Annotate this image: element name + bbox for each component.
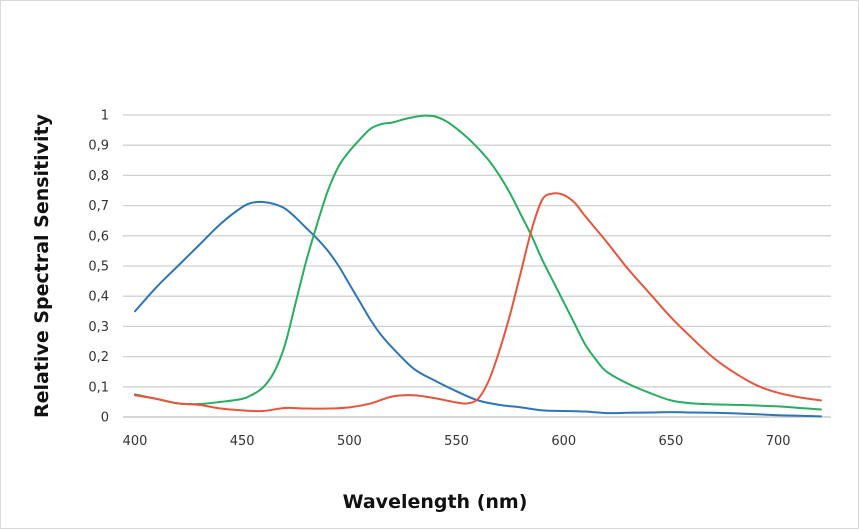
y-tick-label: 0,7 <box>88 199 109 214</box>
y-tick-label: 0,2 <box>88 350 109 365</box>
series-layer <box>134 114 822 418</box>
y-tick-label: 0,3 <box>88 320 109 335</box>
y-tick-label: 0,4 <box>88 290 109 305</box>
y-tick-label: 1 <box>101 109 109 124</box>
x-tick-label: 700 <box>766 434 791 449</box>
grid-layer <box>123 114 831 418</box>
x-tick-label: 550 <box>444 434 469 449</box>
y-tick-label: 0,6 <box>88 229 109 244</box>
series-line-blue <box>134 200 822 418</box>
series-line-green <box>134 114 822 411</box>
x-tick-label: 450 <box>230 434 255 449</box>
x-tick-label: 500 <box>337 434 362 449</box>
y-axis-title: Relative Spectral Sensitivity <box>31 113 53 418</box>
y-tick-label: 0 <box>101 411 109 426</box>
y-tick-label: 0,5 <box>88 260 109 275</box>
x-tick-labels: 400 450 500 550 600 650 700 <box>123 434 791 449</box>
y-tick-label: 0,1 <box>88 380 109 395</box>
x-tick-label: 650 <box>659 434 684 449</box>
x-tick-label: 600 <box>551 434 576 449</box>
y-tick-label: 0,8 <box>88 169 109 184</box>
y-tick-label: 0,9 <box>88 139 109 154</box>
y-tick-labels: 0 0,1 0,2 0,3 0,4 0,5 0,6 0,7 0,8 0,9 1 <box>88 109 109 426</box>
series-line-red <box>134 192 822 413</box>
x-tick-label: 400 <box>123 434 148 449</box>
x-axis-title: Wavelength (nm) <box>343 491 528 513</box>
